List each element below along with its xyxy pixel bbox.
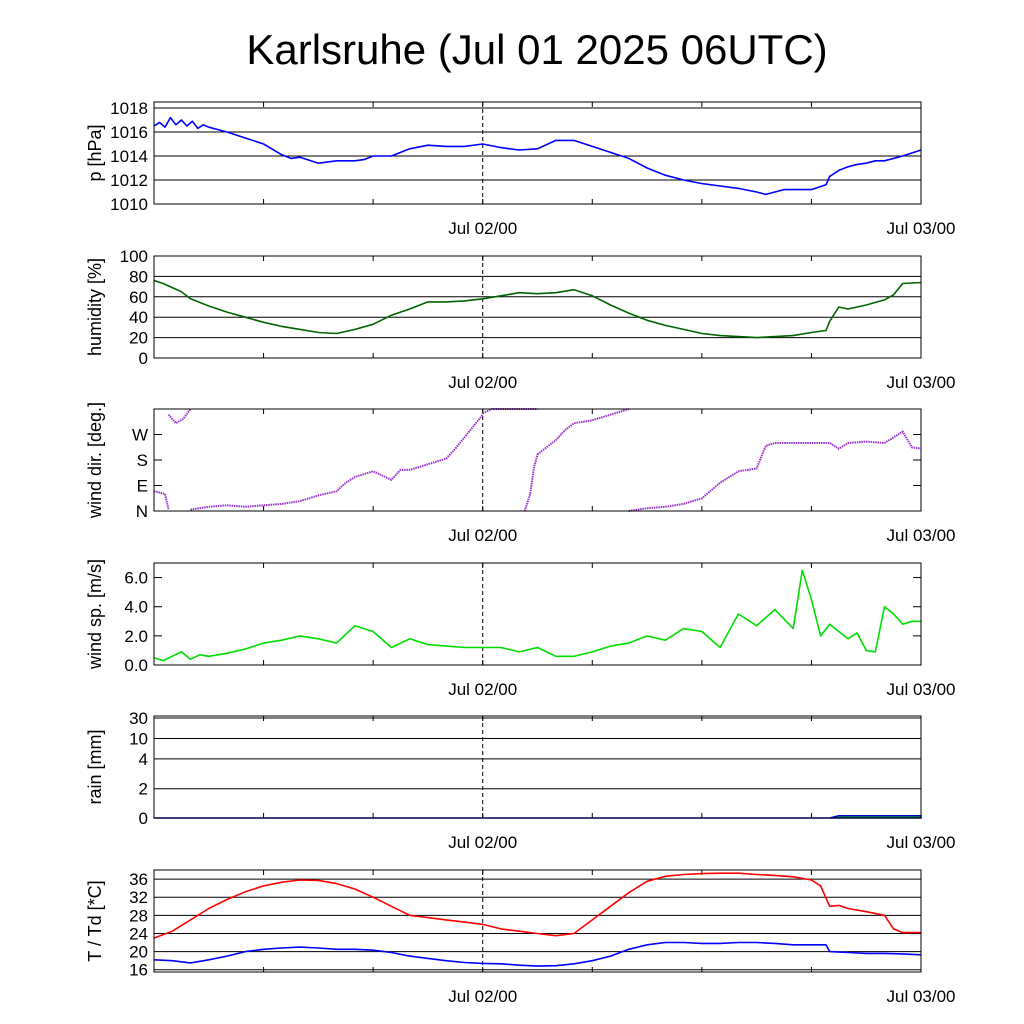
pressure-ytick-label: 1014: [110, 147, 148, 166]
rain-ytick-label: 0: [139, 809, 148, 828]
chart-title: Karlsruhe (Jul 01 2025 06UTC): [246, 26, 827, 73]
temperature-series-line: [153, 941, 922, 967]
wind-direction-xtick-label: Jul 02/00: [448, 526, 517, 545]
temperature-ytick-label: 24: [129, 924, 148, 943]
wind-direction-frame: [153, 408, 922, 512]
wind-speed-ylabel: wind sp. [m/s]: [85, 559, 105, 670]
pressure-xtick-label: Jul 03/00: [887, 219, 956, 238]
humidity-ytick-label: 100: [120, 247, 148, 266]
temperature-series-line: [153, 872, 921, 939]
rain-xtick-label: Jul 03/00: [887, 833, 956, 852]
wind-direction-series-segment: [167, 408, 192, 425]
wind-direction-series-segment: [536, 408, 630, 456]
humidity-ytick-label: 60: [129, 288, 148, 307]
pressure-xtick-label: Jul 02/00: [448, 219, 517, 238]
pressure-frame: [153, 101, 922, 205]
temperature-xtick-label: Jul 03/00: [887, 987, 956, 1006]
humidity-ytick-label: 80: [129, 267, 148, 286]
rain-ytick-label: 30: [129, 709, 148, 728]
wind-direction-ytick-label: S: [137, 451, 148, 470]
pressure-ylabel: p [hPa]: [85, 124, 105, 181]
wind-direction-ylabel: wind dir. [deg.]: [85, 402, 105, 519]
wind-speed-xtick-label: Jul 02/00: [448, 680, 517, 699]
wind-direction-series-segment: [628, 430, 922, 512]
humidity-frame: [153, 255, 922, 359]
pressure-ytick-label: 1012: [110, 171, 148, 190]
temperature-ytick-label: 32: [129, 888, 148, 907]
temperature-xtick-label: Jul 02/00: [448, 987, 517, 1006]
humidity-xtick-label: Jul 03/00: [887, 373, 956, 392]
temperature-ytick-label: 16: [129, 961, 148, 980]
wind-speed-xtick-label: Jul 03/00: [887, 680, 956, 699]
temperature-ytick-label: 28: [129, 906, 148, 925]
humidity-series-line: [153, 279, 922, 339]
humidity-xtick-label: Jul 02/00: [448, 373, 517, 392]
wind-direction-xtick-label: Jul 03/00: [887, 526, 956, 545]
humidity-ytick-label: 0: [139, 349, 148, 368]
temperature-ytick-label: 36: [129, 870, 148, 889]
wind-direction-ytick-label: N: [136, 502, 148, 521]
wind-direction-series-segment: [482, 408, 538, 415]
rain-ytick-label: 10: [129, 729, 148, 748]
temperature-ylabel: T / Td [*C]: [85, 880, 105, 961]
wind-direction-series-segment: [153, 490, 170, 510]
wind-direction-ytick-label: W: [132, 426, 148, 445]
humidity-ytick-label: 20: [129, 329, 148, 348]
wind-direction-series-segment: [190, 414, 484, 511]
rain-xtick-label: Jul 02/00: [448, 833, 517, 852]
rain-ytick-label: 2: [139, 780, 148, 799]
wind-speed-frame: [153, 562, 922, 666]
humidity-ylabel: humidity [%]: [85, 258, 105, 356]
humidity-ytick-label: 40: [129, 308, 148, 327]
wind-speed-series-line: [153, 569, 921, 662]
wind-direction-series-segment: [523, 454, 539, 512]
rain-frame: [153, 715, 922, 819]
wind-direction-ytick-label: E: [137, 477, 148, 496]
wind-speed-ytick-label: 4.0: [124, 598, 148, 617]
rain-ytick-label: 4: [139, 750, 148, 769]
pressure-series-line: [153, 116, 922, 196]
pressure-ytick-label: 1016: [110, 123, 148, 142]
wind-speed-ytick-label: 0.0: [124, 656, 148, 675]
wind-speed-ytick-label: 6.0: [124, 569, 148, 588]
wind-speed-panel: 0.0 2.0 4.0 6.0 Jul 02/00 Jul 03/00 wind sp. […: [85, 559, 956, 699]
rain-ylabel: rain [mm]: [85, 729, 105, 804]
pressure-ytick-label: 1018: [110, 99, 148, 118]
temperature-frame: [153, 869, 922, 973]
pressure-ytick-label: 1010: [110, 195, 148, 214]
wind-speed-ytick-label: 2.0: [124, 627, 148, 646]
pressure-panel: 1010 1012 1014 1016 1018 Jul 02/00 Jul 03/00 p …: [85, 99, 956, 238]
temperature-ytick-label: 20: [129, 943, 148, 962]
